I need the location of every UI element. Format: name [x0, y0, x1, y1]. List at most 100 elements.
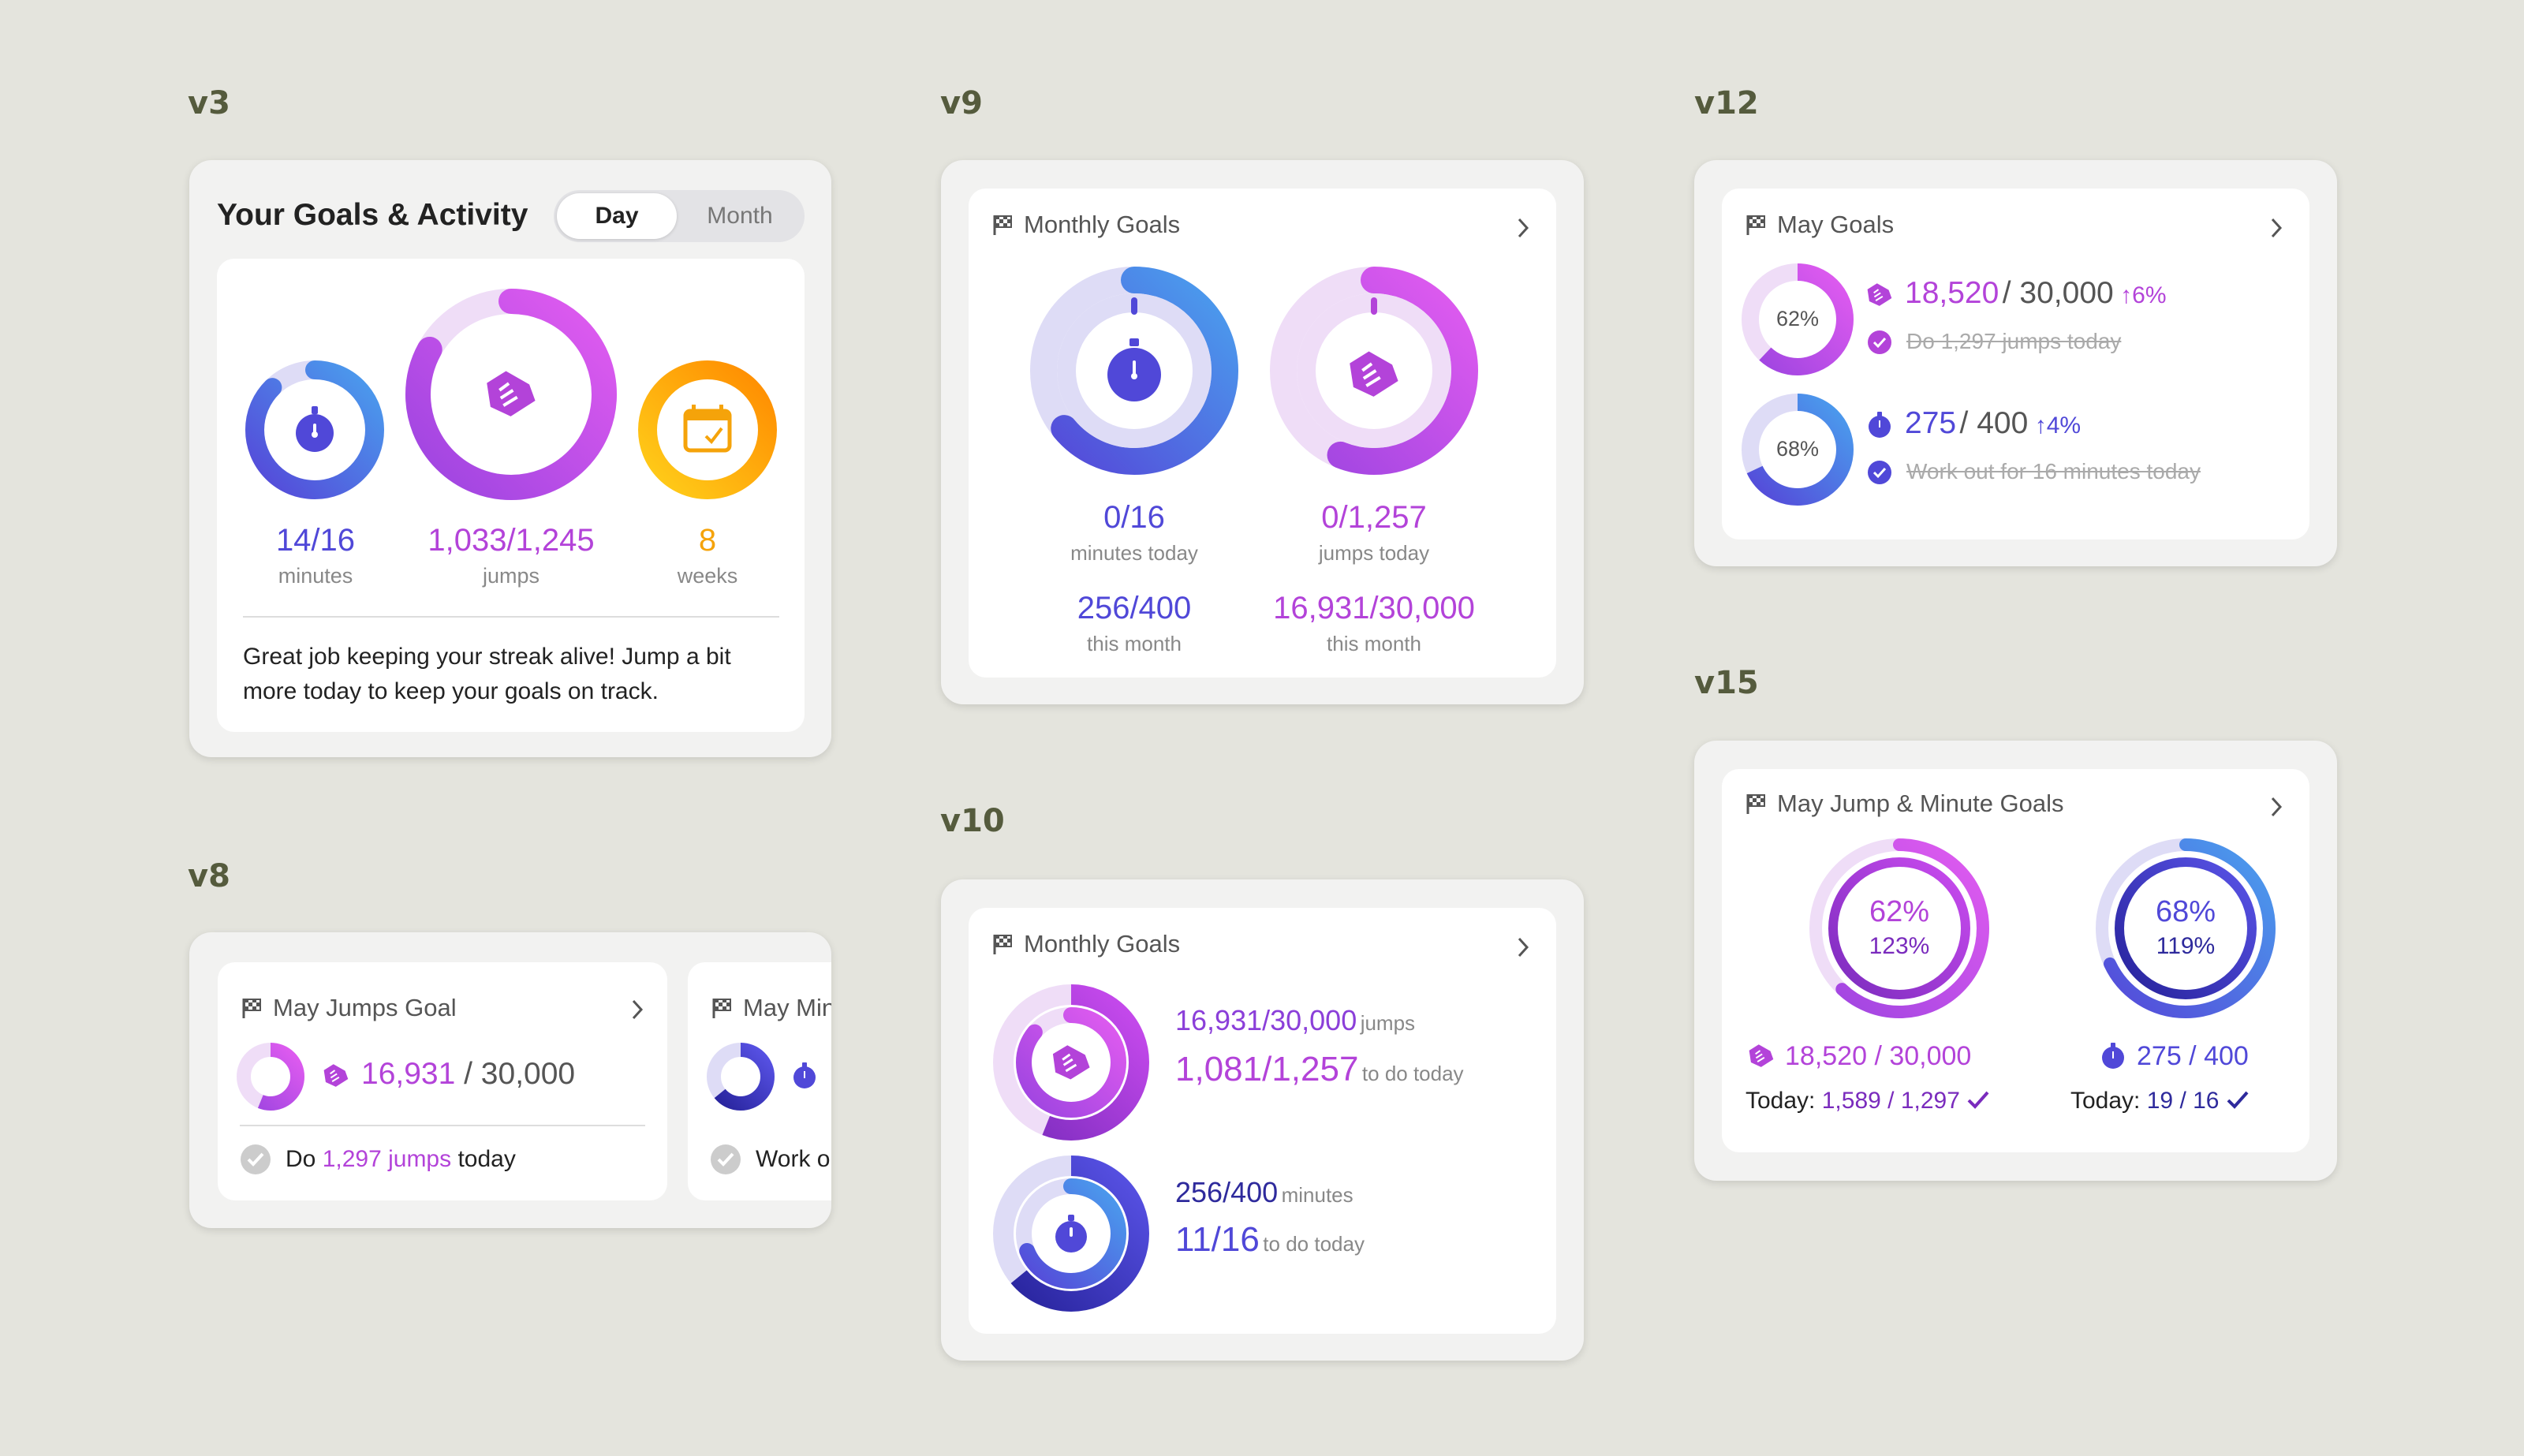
chevron-right-icon[interactable] [1507, 931, 1539, 963]
v3-minutes-value: 14/16 [275, 523, 356, 558]
segment-month-label: Month [707, 203, 773, 229]
v10-minutes-month-unit: minutes [1281, 1183, 1353, 1207]
stopwatch-icon [2102, 1043, 2124, 1069]
v3-activity-panel: 14/16 minutes 1,033/1,245 jumps 8 weeks … [217, 259, 805, 732]
v10-widget[interactable]: Monthly Goals 16,931/30,000 jumps 1,081/… [941, 879, 1584, 1361]
v15-widget[interactable]: May Jump & Minute Goals 62% 123% 18,520 … [1694, 741, 2337, 1181]
v10-title: Monthly Goals [1024, 930, 1181, 958]
flag-icon [993, 935, 1012, 954]
v8-card1-task: Do 1,297 jumps today [286, 1146, 516, 1173]
v8-task-suffix: today [451, 1146, 516, 1172]
v15-minutes-today-label: Today: [2070, 1088, 2147, 1114]
v12-minutes-delta-row: ↑4% [2035, 413, 2081, 439]
v9-jumps-month-label: this month [1327, 632, 1421, 655]
v15-minutes-percent: 68% [2155, 895, 2216, 928]
check-circle-icon [711, 1144, 741, 1174]
arrow-up-icon: ↑ [2034, 413, 2047, 439]
checkmark-icon [2227, 1091, 2249, 1109]
v8-card1-value-row: 16,931 / 30,000 [361, 1057, 575, 1092]
flag-icon [242, 999, 261, 1018]
arrow-up-icon: ↑ [2120, 282, 2133, 308]
chevron-right-icon[interactable] [622, 994, 653, 1025]
chevron-right-icon[interactable] [2261, 212, 2292, 244]
version-label-v3: v3 [188, 85, 230, 121]
v10-minutes-month-row: 256/400 minutes [1175, 1176, 1353, 1209]
stopwatch-icon [1107, 338, 1161, 401]
v15-jumps-today-value: 1,589 / 1,297 [1821, 1088, 1960, 1114]
v8-jumps-ring [237, 1043, 304, 1111]
stopwatch-icon [1869, 412, 1891, 438]
v15-jumps-rings [1809, 838, 1989, 1018]
v9-minutes-rings [1030, 267, 1238, 475]
stopwatch-icon [296, 406, 334, 452]
v12-widget[interactable]: May Goals 62% 18,520 / 30,000 ↑6% Do 1,2… [1694, 160, 2337, 566]
v12-jumps-delta-row: ↑6% [2120, 282, 2166, 308]
chevron-right-icon[interactable] [2261, 791, 2292, 823]
v9-widget[interactable]: Monthly Goals [941, 160, 1584, 704]
v15-jumps-today-label: Today: [1746, 1088, 1822, 1114]
v12-header: May Goals [1744, 211, 1894, 239]
v3-minutes-ring [245, 360, 384, 499]
v10-jumps-today: 1,081/1,257 [1175, 1050, 1359, 1088]
v15-minutes-value-row: 275 / 400 [2097, 1040, 2249, 1072]
v10-jumps-month: 16,931/30,000 [1175, 1004, 1357, 1036]
flag-icon [712, 999, 731, 1018]
v9-minutes-month-label: this month [1087, 632, 1182, 655]
v15-jumps-percent: 62% [1869, 895, 1930, 928]
v15-jumps-value-row: 18,520 / 30,000 [1746, 1040, 1971, 1072]
v12-minutes-value-row: 275 / 400 ↑4% [1905, 406, 2081, 441]
check-circle-icon [1868, 461, 1891, 484]
v8-jumps-total: / 30,000 [464, 1057, 576, 1091]
v8-jumps-value: 16,931 [361, 1057, 456, 1091]
v3-message: Great job keeping your streak alive! Jum… [243, 644, 731, 704]
v12-jumps-total: / 30,000 [2002, 276, 2114, 310]
v3-widget[interactable]: Your Goals & Activity Day Month [189, 160, 831, 757]
v15-minutes-rings [2096, 838, 2276, 1018]
calendar-icon [683, 405, 732, 453]
v12-jumps-value: 18,520 [1905, 276, 1999, 310]
flag-icon [993, 215, 1012, 235]
version-label-v12: v12 [1694, 85, 1759, 121]
v15-jumps-today-pct: 123% [1869, 933, 1930, 959]
v10-header: Monthly Goals [991, 930, 1180, 958]
v15-jumps-today-row: Today: 1,589 / 1,297 [1746, 1088, 1990, 1114]
version-label-v10: v10 [940, 803, 1005, 839]
v12-jumps-value-row: 18,520 / 30,000 ↑6% [1905, 276, 2167, 311]
checkmark-icon [1967, 1091, 1989, 1109]
v3-jumps-value: 1,033/1,245 [428, 523, 595, 558]
v8-card2-title: May Min [743, 994, 831, 1021]
v10-minutes-today-row: 11/16 to do today [1175, 1220, 1365, 1260]
stopwatch-icon [1055, 1215, 1087, 1253]
v3-jumps-ring [405, 289, 617, 500]
chevron-right-icon[interactable] [1507, 212, 1539, 244]
v9-minutes-today-label: minutes today [1070, 541, 1198, 565]
v15-minutes-today-pct: 119% [2156, 933, 2216, 959]
v10-minutes-today: 11/16 [1175, 1220, 1260, 1259]
v3-minutes-unit: minutes [278, 564, 353, 588]
v9-header: Monthly Goals [991, 211, 1180, 239]
shoes-icon [1350, 351, 1398, 397]
v10-minutes-today-unit: to do today [1263, 1232, 1365, 1256]
v8-card-jumps[interactable]: May Jumps Goal 16,931 / 30,000 Do 1,297 … [218, 962, 667, 1200]
v12-minutes-total: / 400 [1959, 406, 2029, 440]
v3-title: Your Goals & Activity [217, 198, 528, 232]
version-label-v8: v8 [188, 858, 230, 894]
v10-minutes-rings [993, 1155, 1149, 1312]
v12-jumps-task: Do 1,297 jumps today [1906, 329, 2122, 353]
segment-day[interactable]: Day [557, 193, 677, 239]
v15-header: May Jump & Minute Goals [1744, 790, 2064, 818]
v8-widget[interactable]: May Jumps Goal 16,931 / 30,000 Do 1,297 … [189, 932, 831, 1228]
v15-minutes-value: 275 / 400 [2137, 1040, 2249, 1071]
v10-jumps-month-row: 16,931/30,000 jumps [1175, 1004, 1415, 1037]
segment-month[interactable]: Month [680, 193, 800, 239]
v12-jumps-ring [1742, 263, 1854, 375]
v8-task-highlight: 1,297 jumps [322, 1146, 452, 1172]
v9-panel: Monthly Goals [969, 189, 1556, 678]
v8-card-minutes[interactable]: May Min Work o [688, 962, 831, 1200]
shoes-icon [1749, 1044, 1774, 1067]
v12-minutes-value: 275 [1905, 406, 1957, 440]
v10-jumps-rings [993, 984, 1149, 1141]
v3-weeks-unit: weeks [677, 564, 738, 588]
version-label-v9: v9 [940, 85, 983, 121]
v3-weeks-ring [638, 360, 777, 499]
